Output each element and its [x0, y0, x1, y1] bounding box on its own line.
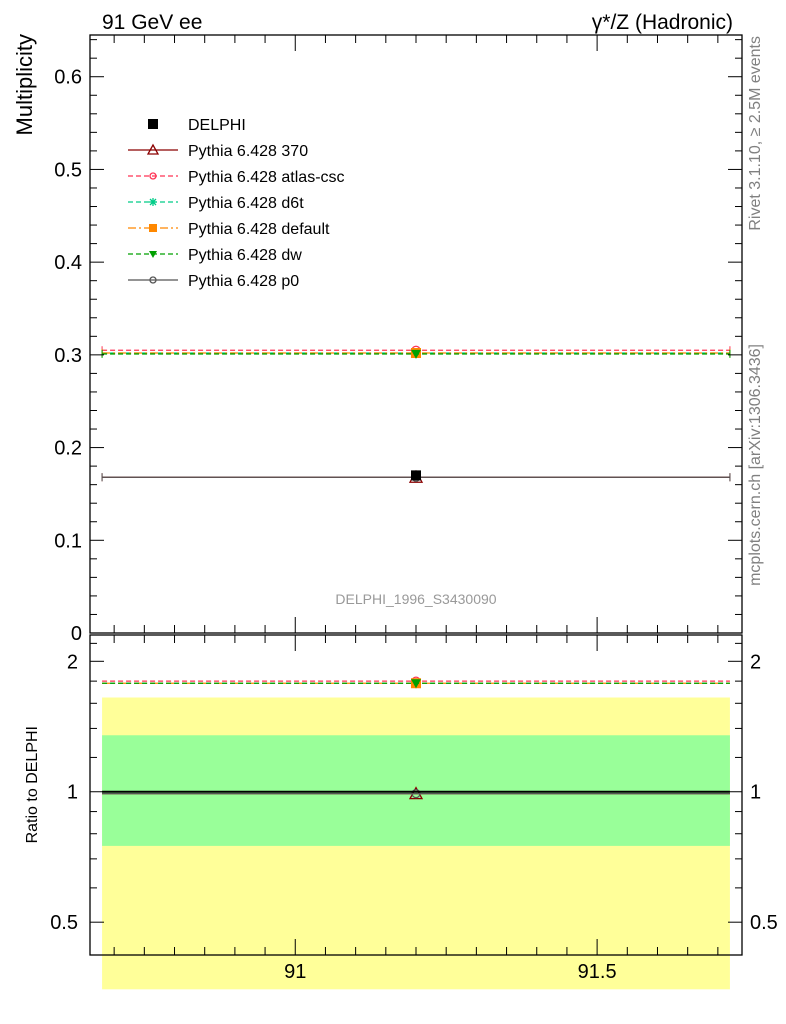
x-tick-label: 91.5: [578, 961, 617, 983]
main-y-tick-label: 0: [71, 623, 82, 645]
main-y-tick-label: 0.1: [54, 530, 82, 552]
main-y-tick-label: 0.5: [54, 159, 82, 181]
legend-label-default: Pythia 6.428 default: [188, 221, 330, 238]
legend-entry-atlas_csc: Pythia 6.428 atlas-csc: [128, 169, 345, 186]
legend-entry-default: Pythia 6.428 default: [128, 221, 330, 238]
legend-label-data: DELPHI: [188, 117, 246, 134]
ratio-point-p0: [411, 788, 421, 799]
ratio-y-tick-label: 2: [67, 651, 78, 673]
main-y-tick-label: 0.2: [54, 438, 82, 460]
legend-entry-dw: Pythia 6.428 dw: [128, 247, 302, 264]
main-y-tick-label: 0.4: [54, 252, 82, 274]
data-point-delphi: [411, 470, 421, 481]
legend-entry-p370: Pythia 6.428 370: [128, 143, 308, 160]
ratio-y-tick-label: 1: [67, 782, 78, 804]
ratio-y-tick-label: 0.5: [50, 912, 78, 934]
x-tick-label: 91: [284, 961, 306, 983]
ratio-inner-uncertainty-band: [102, 735, 730, 846]
legend-marker-d6t: [149, 198, 157, 206]
rivet-version-note: Rivet 3.1.10, ≥ 2.5M events: [747, 36, 764, 231]
legend-marker-default: [149, 224, 157, 232]
main-y-tick-label: 0.6: [54, 67, 82, 89]
ratio-point-dw: [411, 679, 421, 689]
legend-marker-p370: [146, 143, 160, 155]
point-dw: [411, 349, 421, 359]
legend-label-atlas_csc: Pythia 6.428 atlas-csc: [188, 169, 345, 186]
legend-label-d6t: Pythia 6.428 d6t: [188, 195, 304, 212]
main-y-tick-label: 0.3: [54, 345, 82, 367]
legend-entry-p0: Pythia 6.428 p0: [128, 273, 299, 290]
legend-label-dw: Pythia 6.428 dw: [188, 247, 302, 264]
header-right: γ*/Z (Hadronic): [592, 11, 733, 34]
main-y-axis-label: Multiplicity: [12, 34, 37, 135]
legend-entry-data: DELPHI: [148, 117, 246, 134]
legend-marker-data: [148, 119, 158, 129]
ratio-y-tick-label-right: 1: [750, 782, 761, 804]
mcplots-note: mcplots.cern.ch [arXiv:1306.3436]: [747, 344, 764, 586]
header-left: 91 GeV ee: [102, 11, 202, 34]
analysis-label: DELPHI_1996_S3430090: [335, 591, 496, 607]
legend-label-p0: Pythia 6.428 p0: [188, 273, 299, 290]
legend-marker-dw: [149, 251, 157, 258]
legend-marker-atlas_csc: [149, 172, 157, 180]
ratio-y-axis-label: Ratio to DELPHI: [24, 726, 41, 843]
ratio-y-tick-label-right: 0.5: [750, 912, 778, 934]
ratio-y-tick-label-right: 2: [750, 651, 761, 673]
legend-label-p370: Pythia 6.428 370: [188, 143, 308, 160]
legend-marker-p0: [149, 276, 157, 284]
legend-entry-d6t: Pythia 6.428 d6t: [128, 195, 304, 212]
